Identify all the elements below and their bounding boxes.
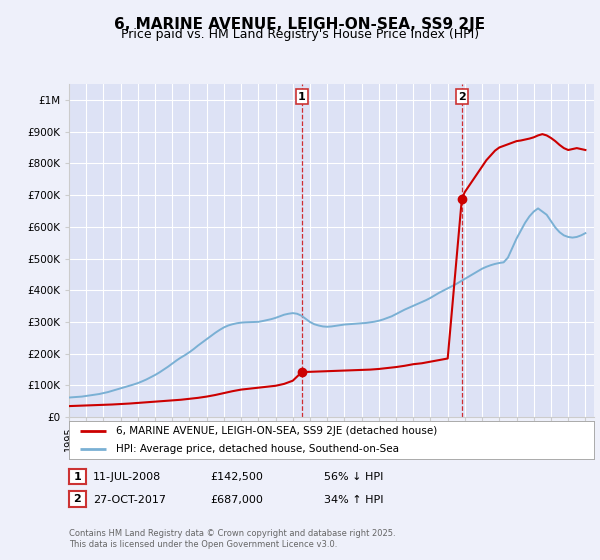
Text: Contains HM Land Registry data © Crown copyright and database right 2025.
This d: Contains HM Land Registry data © Crown c… bbox=[69, 529, 395, 549]
Text: HPI: Average price, detached house, Southend-on-Sea: HPI: Average price, detached house, Sout… bbox=[116, 444, 399, 454]
Text: 6, MARINE AVENUE, LEIGH-ON-SEA, SS9 2JE (detached house): 6, MARINE AVENUE, LEIGH-ON-SEA, SS9 2JE … bbox=[116, 426, 437, 436]
Text: 2: 2 bbox=[74, 494, 81, 504]
Text: 56% ↓ HPI: 56% ↓ HPI bbox=[324, 472, 383, 482]
Text: £142,500: £142,500 bbox=[210, 472, 263, 482]
Text: Price paid vs. HM Land Registry's House Price Index (HPI): Price paid vs. HM Land Registry's House … bbox=[121, 28, 479, 41]
Text: 27-OCT-2017: 27-OCT-2017 bbox=[93, 494, 166, 505]
Text: 34% ↑ HPI: 34% ↑ HPI bbox=[324, 494, 383, 505]
Text: 2: 2 bbox=[458, 92, 466, 102]
Text: 6, MARINE AVENUE, LEIGH-ON-SEA, SS9 2JE: 6, MARINE AVENUE, LEIGH-ON-SEA, SS9 2JE bbox=[115, 17, 485, 32]
Text: 1: 1 bbox=[298, 92, 306, 102]
Text: 11-JUL-2008: 11-JUL-2008 bbox=[93, 472, 161, 482]
Text: £687,000: £687,000 bbox=[210, 494, 263, 505]
Text: 1: 1 bbox=[74, 472, 81, 482]
